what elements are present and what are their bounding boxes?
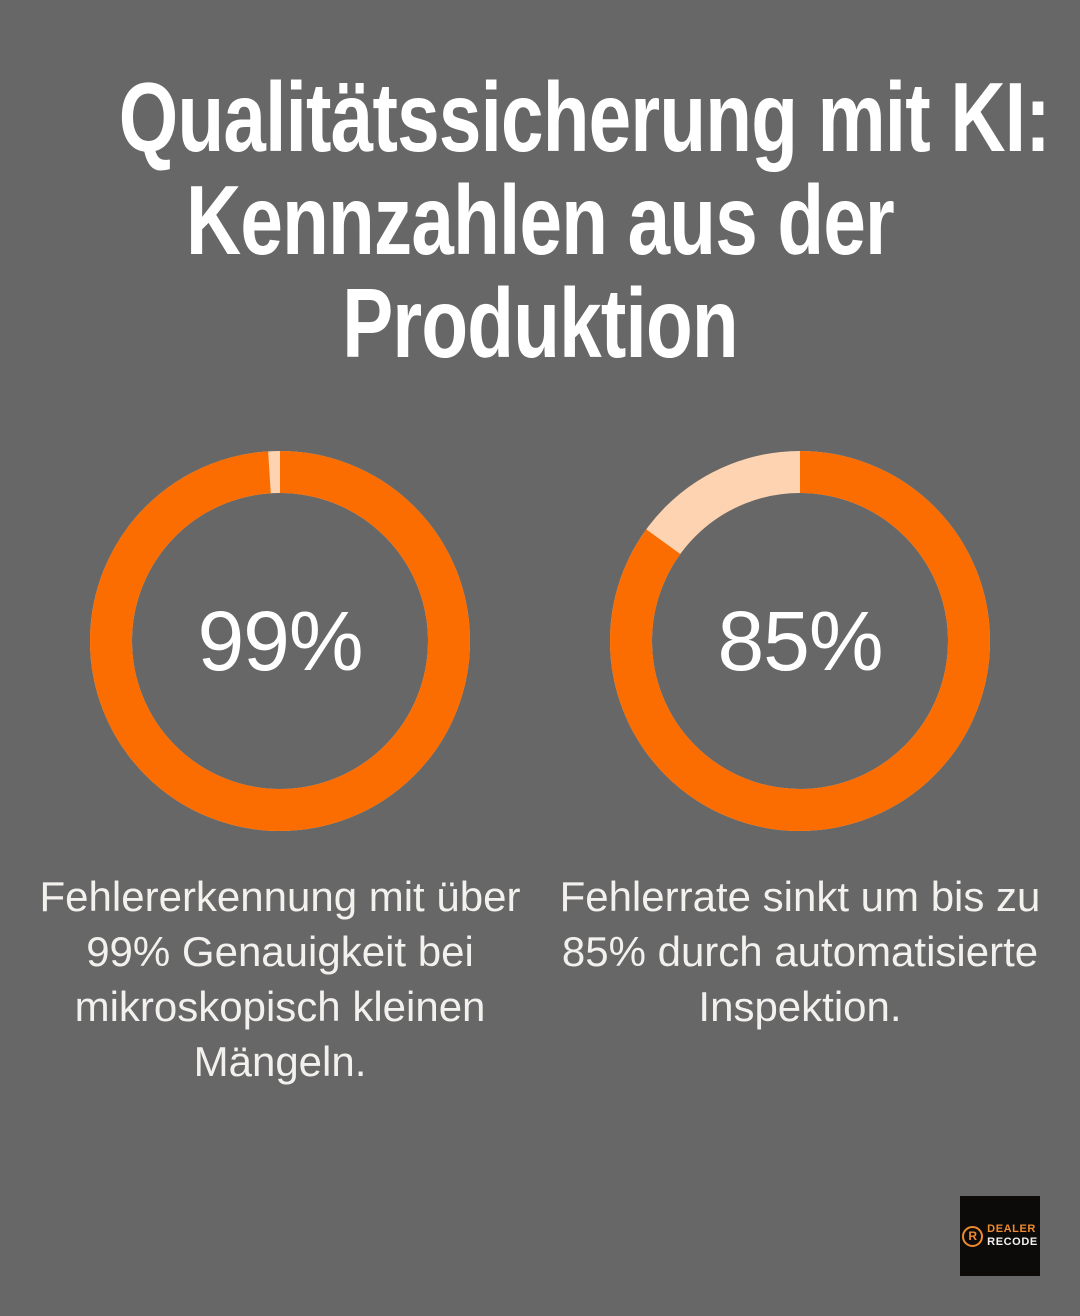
logo-brand-bottom: RECODE [987,1236,1038,1248]
title-line-3: Produktion [342,268,738,378]
logo-icon-letter: R [968,1229,977,1243]
dealer-recode-r-icon: R [962,1225,984,1247]
logo-brand-top: DEALER [987,1223,1036,1235]
donut-accuracy-value-ring [90,451,470,831]
donut-defect-value-ring [610,451,990,831]
dealer-recode-logo: R DEALER RECODE [960,1196,1040,1276]
donut-chart-accuracy-svg [90,451,470,831]
logo-wordmark: DEALER RECODE [987,1223,1038,1249]
title-line-1: Qualitätssicherung mit KI: [118,62,1051,172]
caption-accuracy: Fehlererkennung mit über 99% Genauigkeit… [39,873,521,1085]
donut-defect-value-label: 85% [717,593,883,688]
title-line-2: Kennzahlen aus der [185,165,895,275]
page-title: Qualitätssicherung mit KI: Kennzahlen au… [118,62,1051,378]
donut-chart-defect-rate-svg [610,451,990,831]
donut-chart-defect-rate: 85% [610,451,990,831]
donut-chart-accuracy: 99% [90,451,470,831]
donut-accuracy-value-label: 99% [197,593,363,688]
caption-defect-rate: Fehlerrate sinkt um bis zu 85% durch aut… [559,873,1041,1030]
